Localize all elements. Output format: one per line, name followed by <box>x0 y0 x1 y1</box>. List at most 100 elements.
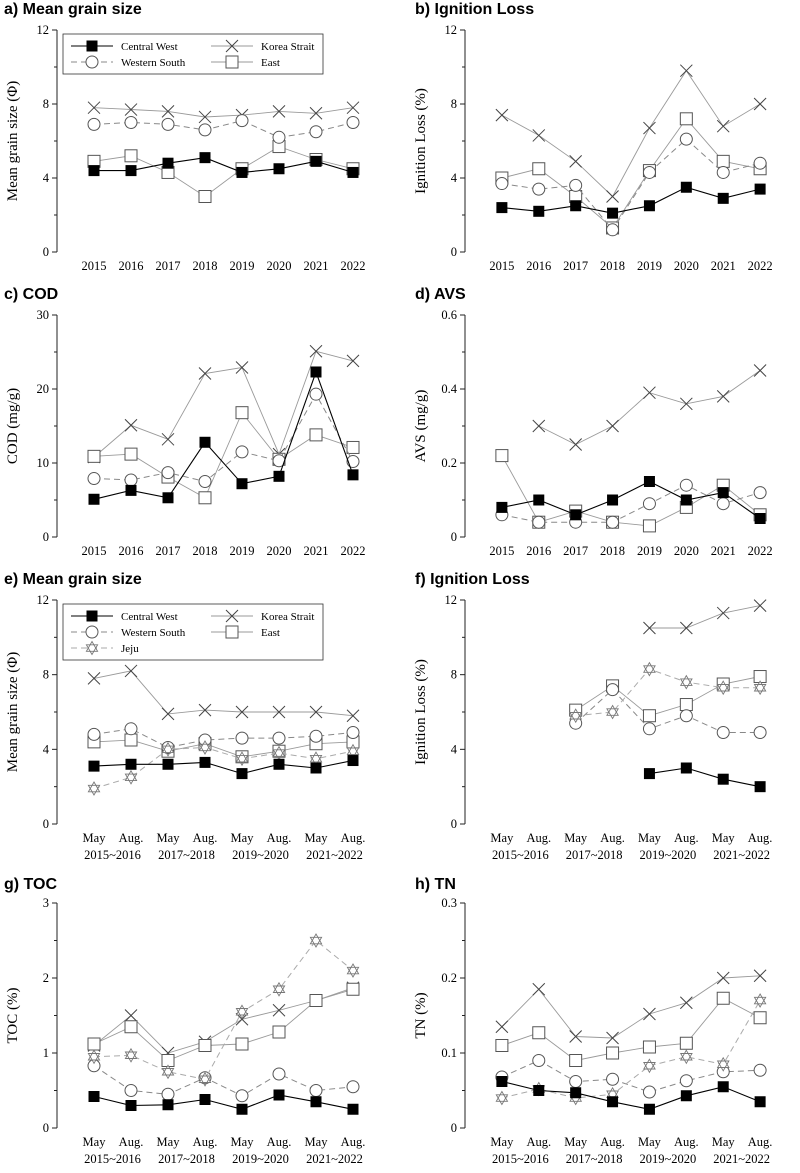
filled-square-shape <box>496 202 508 214</box>
filled-square-shape <box>162 1099 174 1111</box>
star-triangle-down <box>87 1053 101 1065</box>
x-tick-label: 2019 <box>637 259 662 273</box>
data-point <box>347 166 359 178</box>
x-stroke <box>716 119 730 133</box>
x-tick-label: 2019 <box>230 544 255 558</box>
data-point <box>161 1087 175 1101</box>
y-axis-label: Mean grain size (Φ) <box>5 652 21 773</box>
open-circle-shape <box>124 722 138 736</box>
open-circle-shape <box>642 1085 656 1099</box>
x-tick-label: 2015 <box>489 544 514 558</box>
open-square-shape <box>87 449 101 463</box>
data-point <box>88 1091 100 1102</box>
x-stroke <box>643 621 656 635</box>
data-point <box>125 758 137 770</box>
star-triangle-down <box>161 1068 175 1080</box>
y-axis-label: TOC (%) <box>5 988 21 1044</box>
data-point <box>272 1067 286 1081</box>
open-circle-shape <box>87 472 101 486</box>
x-tick-label: 2020 <box>674 259 699 273</box>
data-point <box>607 1096 619 1108</box>
x-tick-label: Aug. <box>341 831 366 845</box>
x-tick-label: 2016 <box>526 259 551 273</box>
filled-square-shape <box>88 165 100 177</box>
data-point <box>87 672 101 685</box>
open-circle-shape <box>272 731 286 745</box>
star-triangle-up <box>124 769 138 782</box>
filled-square-shape <box>754 781 766 793</box>
star-triangle-up <box>606 1086 619 1098</box>
data-point <box>569 1030 583 1043</box>
star-triangle-down <box>309 936 323 948</box>
y-tick-label: 8 <box>43 97 49 111</box>
data-point <box>606 515 620 529</box>
data-point <box>495 1039 509 1052</box>
open-circle-shape <box>753 156 767 170</box>
filled-square-shape <box>125 1100 137 1111</box>
series-western-south <box>87 114 360 144</box>
data-point <box>533 1085 545 1096</box>
filled-square-shape <box>162 157 174 169</box>
x-tick-label: Aug. <box>341 1135 366 1149</box>
data-point <box>309 428 323 442</box>
open-circle-shape <box>606 683 620 697</box>
open-circle-shape <box>309 729 323 743</box>
open-circle-shape <box>753 726 767 740</box>
x-stroke <box>753 969 767 983</box>
data-point <box>679 397 693 411</box>
filled-square-shape <box>236 478 248 490</box>
data-point <box>199 152 211 164</box>
data-point <box>606 1072 620 1086</box>
filled-square-shape <box>643 768 655 780</box>
filled-square-shape <box>717 1081 729 1093</box>
data-point <box>88 165 100 177</box>
star-triangle-down <box>643 665 656 677</box>
open-square-shape <box>679 1036 693 1050</box>
y-tick-label: 8 <box>451 668 457 682</box>
x-stroke <box>161 105 175 118</box>
data-point <box>679 112 693 126</box>
open-square-shape <box>124 447 138 461</box>
star-triangle-down <box>161 745 175 757</box>
data-point <box>570 509 582 521</box>
data-point <box>124 1084 138 1097</box>
filled-square-shape <box>236 768 248 780</box>
x-group-label: 2021~2022 <box>713 848 770 862</box>
data-point <box>532 515 546 529</box>
data-point <box>716 497 730 511</box>
data-point <box>124 769 138 785</box>
filled-square-shape <box>273 163 285 175</box>
x-stroke <box>87 672 101 685</box>
series-line <box>501 69 761 198</box>
series-line <box>501 480 761 519</box>
x-group-label: 2015~2016 <box>492 848 549 862</box>
filled-square-shape <box>680 762 692 774</box>
data-point <box>716 680 730 696</box>
y-axis-label: COD (mg/g) <box>5 388 21 464</box>
x-stroke <box>198 367 212 380</box>
data-point <box>754 1096 766 1108</box>
data-point <box>346 743 360 759</box>
data-point <box>753 1063 767 1077</box>
data-point <box>309 1084 323 1097</box>
y-axis-label: Mean grain size (Φ) <box>5 81 21 202</box>
star-triangle-down <box>346 966 360 978</box>
x-stroke <box>569 154 583 168</box>
data-point <box>642 519 656 533</box>
y-tick-label: 12 <box>445 23 458 37</box>
data-point <box>198 123 212 137</box>
legend-label: Central West <box>121 41 178 53</box>
y-tick-label: 4 <box>43 742 50 756</box>
x-tick-label: 2021 <box>304 544 329 558</box>
data-point <box>198 1039 212 1052</box>
x-tick-label: 2022 <box>748 544 773 558</box>
filled-square-shape <box>125 165 137 177</box>
y-tick-label: 0.2 <box>441 971 457 985</box>
data-point <box>162 758 174 770</box>
data-point <box>569 1075 583 1088</box>
data-point <box>679 1049 693 1065</box>
filled-square-shape <box>236 166 248 178</box>
data-point <box>716 154 730 168</box>
x-stroke <box>161 707 175 721</box>
legend-a: Central West Korea Strait Western South Eas… <box>62 33 324 75</box>
